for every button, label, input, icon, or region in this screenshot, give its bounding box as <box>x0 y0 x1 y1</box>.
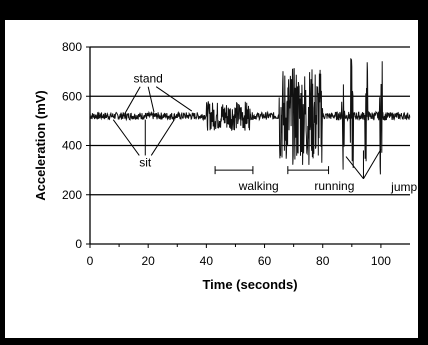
jump-leader-line <box>345 156 364 180</box>
annotation-label: walking <box>238 179 279 193</box>
axis-layer: 0 200 400 600 800 0 20 40 60 80 100 <box>62 40 410 268</box>
stand-leader-line <box>147 86 155 113</box>
x-tick-label: 100 <box>371 254 391 268</box>
chart: 0 200 400 600 800 0 20 40 60 80 100 stand sit walkin… <box>33 40 418 292</box>
x-tick-label: 20 <box>142 254 156 268</box>
sit-leader-line <box>112 119 140 156</box>
x-tick-label: 0 <box>87 254 94 268</box>
x-tick-label: 40 <box>200 254 214 268</box>
jump-leader-line <box>363 148 382 179</box>
series-layer <box>89 58 411 175</box>
series-line-acceleration <box>89 58 411 175</box>
y-tick-label: 400 <box>62 139 82 153</box>
x-tick-label: 60 <box>258 254 272 268</box>
y-tick-label: 600 <box>62 89 82 103</box>
sit-leader-line <box>150 119 175 156</box>
annotation-label: sit <box>139 155 152 169</box>
y-tick-label: 800 <box>62 40 82 54</box>
y-axis-label: Acceleration (mV) <box>33 90 48 201</box>
stand-leader-line <box>124 86 141 114</box>
chart-panel: 0 200 400 600 800 0 20 40 60 80 100 stand sit walkin… <box>5 20 418 338</box>
annotation-label: jump <box>390 180 417 194</box>
annotation-label: stand <box>134 72 163 86</box>
grid-layer <box>90 46 410 196</box>
y-tick-label: 0 <box>75 237 82 251</box>
annotation-layer: stand sit walking running jump <box>112 72 418 194</box>
stand-leader-line <box>155 86 193 112</box>
annotation-label: running <box>314 179 354 193</box>
y-tick-label: 200 <box>62 188 82 202</box>
x-tick-label: 80 <box>316 254 330 268</box>
x-axis-label: Time (seconds) <box>202 277 297 292</box>
